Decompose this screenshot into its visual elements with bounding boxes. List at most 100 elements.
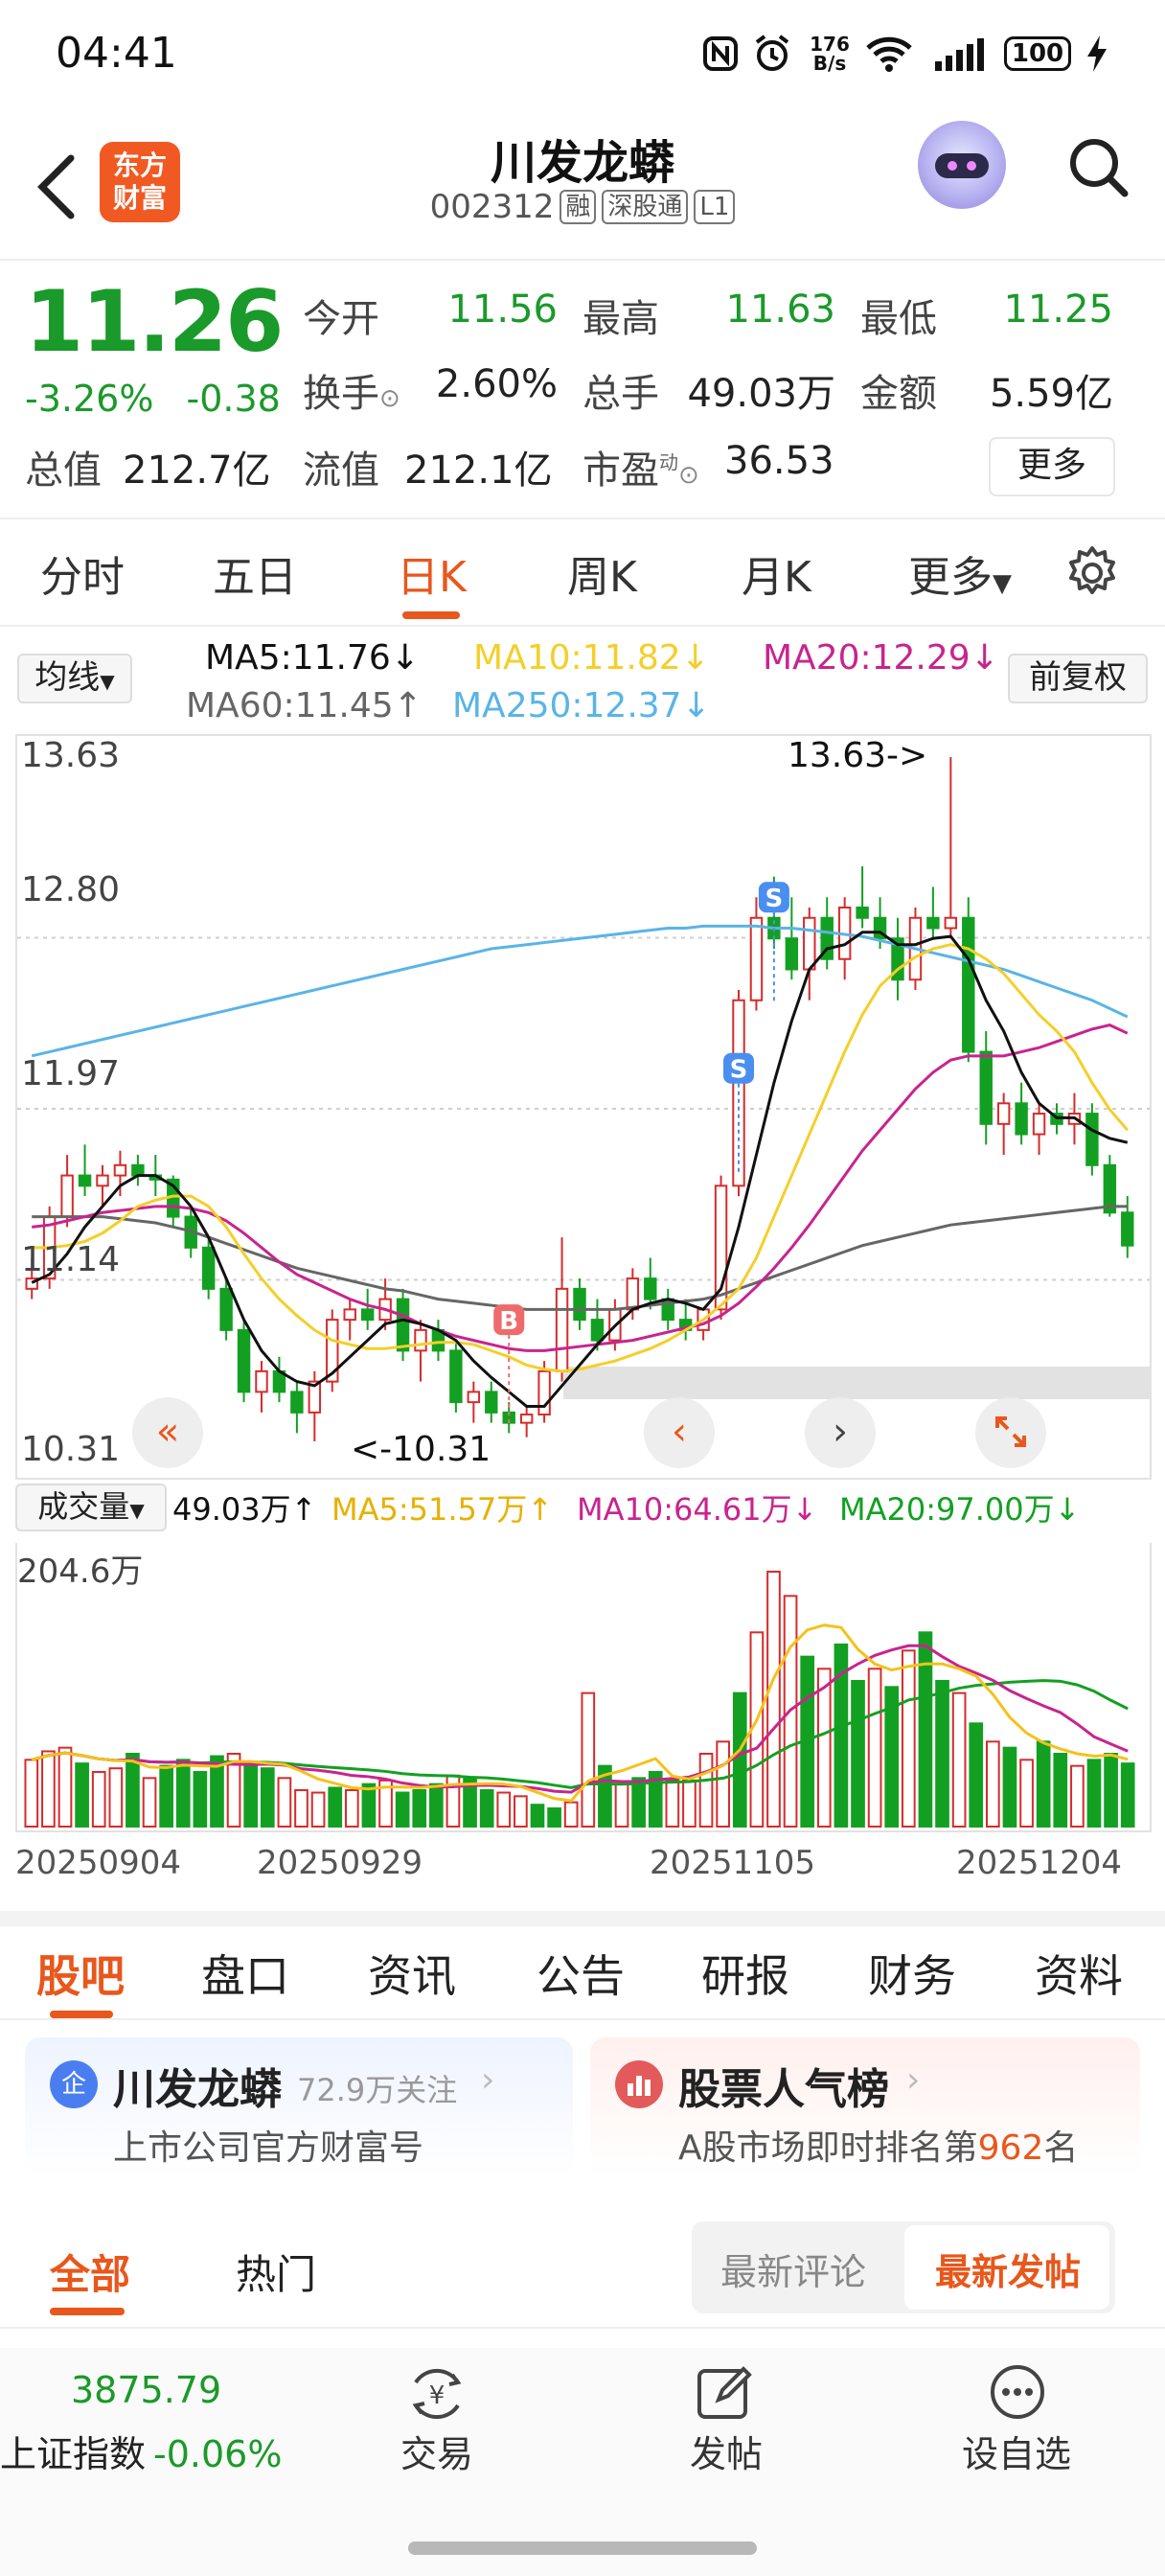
caret-down-icon: ▼ (129, 1499, 145, 1522)
volume-bar-up (716, 1740, 730, 1828)
candle-down (1085, 1113, 1099, 1166)
scroll-left-button[interactable]: ‹ (644, 1397, 715, 1468)
turnover-value: 2.60% (435, 362, 558, 406)
candle-down (360, 1308, 375, 1322)
ma-dropdown-label: 均线 (34, 658, 101, 697)
volume-bar-down (328, 1786, 343, 1828)
scroll-right-button[interactable]: › (805, 1397, 876, 1468)
wifi-icon (862, 33, 916, 75)
volume-bar-up (682, 1779, 697, 1828)
bottom-nav: 3875.79 上证指数 -0.06% ¥ 交易 发帖 设自选 (0, 2348, 1165, 2576)
price-adjust-button[interactable]: 前复权 (1008, 654, 1148, 703)
quote-panel: 11.26 -3.26% -0.38 今开 11.56 最高 11.63 最低 … (0, 261, 1165, 519)
indicator-dropdown[interactable]: 成交量▼ (15, 1484, 167, 1531)
tab-orderbook[interactable]: 盘口 (201, 1950, 289, 2002)
tab-forum[interactable]: 股吧 (36, 1950, 125, 2002)
kline-chart[interactable]: S S B 13.63 12.80 11.97 11.14 10.31 13.63-… (15, 734, 1152, 1480)
pe-info-icon[interactable]: ⊙ (678, 461, 699, 490)
high-label: 最高 (582, 297, 659, 341)
filter-hot[interactable]: 热门 (236, 2251, 317, 2298)
trade-icon[interactable]: ¥ (395, 2365, 479, 2423)
settings-gear-icon[interactable] (1063, 544, 1121, 602)
candle-down (573, 1287, 586, 1322)
volume-bar-down (260, 1767, 275, 1828)
tab-weekly-k[interactable]: 周K (567, 553, 637, 602)
alarm-icon (751, 33, 793, 75)
date-label-4: 20251204 (956, 1844, 1123, 1882)
jump-start-button[interactable]: « (132, 1397, 203, 1468)
candle-up (255, 1369, 268, 1393)
volume-chart[interactable]: 204.6万 (15, 1543, 1152, 1832)
volume-bar-down (547, 1807, 561, 1828)
volume-svg (24, 1571, 1135, 1828)
volume-bar-down (732, 1691, 747, 1828)
tab-five-day[interactable]: 五日 (213, 553, 297, 602)
official-account-name: 川发龙蟒 (113, 2065, 282, 2114)
volume-bar-up (1019, 1759, 1034, 1828)
volume-bar-up (867, 1668, 882, 1828)
fullscreen-icon[interactable] (975, 1397, 1046, 1468)
tab-news[interactable]: 资讯 (368, 1950, 456, 2002)
battery-icon: 100 (996, 33, 1079, 75)
candle-down (449, 1349, 463, 1404)
ma-dropdown[interactable]: 均线▼ (17, 654, 132, 703)
cost-band (563, 1367, 1150, 1399)
index-name-row[interactable]: 上证指数 -0.06% (0, 2425, 282, 2477)
net-speed-value: 176 (810, 33, 850, 56)
popularity-rank-card[interactable]: 股票人气榜 › A股市场即时排名第962名 (590, 2037, 1140, 2177)
info-icon[interactable]: ⊙ (379, 384, 400, 413)
tab-profile[interactable]: 资料 (1035, 1950, 1123, 2002)
volume-bar-up (496, 1791, 512, 1828)
max-price-annotation: 13.63-> (788, 736, 928, 775)
robot-assistant-avatar[interactable] (918, 121, 1006, 209)
candle-up (96, 1174, 109, 1187)
post-edit-icon[interactable] (694, 2361, 755, 2423)
turnover-label-text: 换手 (303, 372, 379, 416)
tab-announcements[interactable]: 公告 (537, 1950, 625, 2002)
filter-all[interactable]: 全部 (50, 2251, 131, 2298)
official-account-card[interactable]: 企 川发龙蟒 72.9万关注 › 上市公司官方财富号 (25, 2037, 573, 2177)
ma-legend: 均线▼ MA5:11.76↓ MA10:11.82↓ MA20:12.29↓ M… (0, 629, 1165, 734)
add-watchlist-icon[interactable] (987, 2361, 1048, 2423)
back-arrow-icon[interactable] (29, 149, 86, 225)
volume-bar-down (851, 1680, 865, 1828)
volume-bar-down (1036, 1740, 1051, 1828)
active-section-indicator (50, 2011, 113, 2018)
more-button[interactable]: 更多 (989, 437, 1115, 496)
amount-label: 金额 (860, 372, 937, 416)
candle-down (131, 1163, 145, 1177)
rank-number: 962 (977, 2128, 1044, 2168)
signal-letter: S (765, 885, 784, 913)
home-indicator[interactable] (408, 2542, 757, 2555)
sort-latest-post[interactable]: 最新发帖 (935, 2251, 1082, 2293)
volume-label: 总手 (582, 372, 659, 416)
volume-bar-down (479, 1789, 494, 1828)
add-watchlist-label[interactable]: 设自选 (962, 2433, 1072, 2475)
current-price: 11.26 (25, 272, 284, 371)
volume-bar-down (1120, 1762, 1135, 1828)
candle-up (944, 916, 958, 930)
low-label: 最低 (860, 297, 937, 341)
search-icon[interactable] (1063, 132, 1132, 201)
trade-label[interactable]: 交易 (400, 2433, 474, 2475)
ma20-label: MA20:12.29↓ (763, 638, 999, 678)
volume-bar-up (698, 1753, 714, 1828)
ma10-line (32, 943, 1129, 1373)
candle-down (1121, 1211, 1134, 1247)
tab-monthly-k[interactable]: 月K (742, 553, 811, 602)
battery-level: 100 (1004, 36, 1071, 71)
tab-more[interactable]: 更多▼ (908, 542, 1012, 604)
eastmoney-logo: 东方 财富 (100, 142, 180, 222)
sort-latest-comment[interactable]: 最新评论 (720, 2251, 867, 2293)
tab-research[interactable]: 研报 (701, 1950, 789, 2002)
post-label[interactable]: 发帖 (690, 2433, 764, 2475)
tab-finance[interactable]: 财务 (868, 1950, 956, 2002)
candle-down (78, 1174, 92, 1187)
tab-intraday[interactable]: 分时 (40, 553, 125, 602)
enterprise-badge-icon: 企 (50, 2060, 98, 2108)
chevron-right-icon: › (481, 2060, 495, 2100)
period-tabs: 分时 五日 日K 周K 月K 更多▼ (0, 519, 1165, 627)
tab-daily-k[interactable]: 日K (397, 553, 467, 602)
low-value: 11.25 (1003, 288, 1113, 332)
volume-bar-down (126, 1753, 140, 1828)
